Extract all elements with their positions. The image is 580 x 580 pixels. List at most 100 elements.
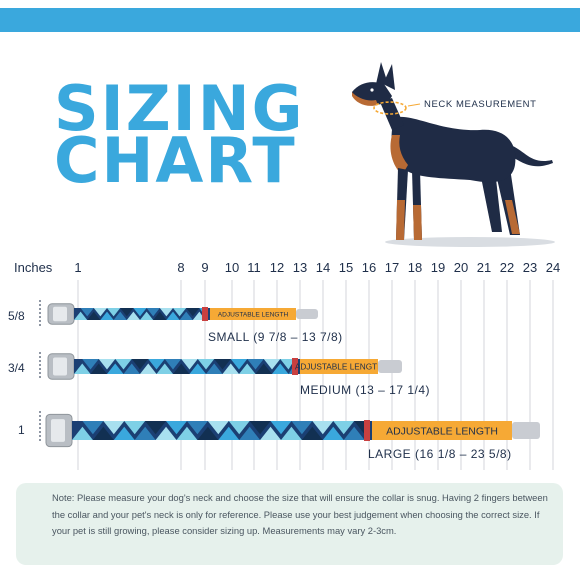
collar-pattern-triangle — [148, 359, 165, 370]
collar-pattern-triangle — [156, 363, 173, 374]
top-banner — [0, 8, 580, 32]
collar-pattern-triangle — [87, 311, 101, 320]
ruler-tick-label: 15 — [338, 260, 354, 275]
collar-pattern-triangle — [93, 308, 107, 317]
collar-pattern-triangle — [131, 359, 149, 370]
collar-pattern-triangle — [247, 359, 264, 370]
collar-pattern-triangle — [113, 426, 135, 440]
ruler-grid: ADJUSTABLE LENGTH ADJUSTABLE LENGTH ADJUST… — [39, 280, 554, 470]
collar-pattern-triangle — [206, 363, 223, 374]
collar-pattern-triangle — [166, 311, 180, 320]
collar-pattern-triangle — [281, 426, 302, 440]
ruler-tick-label: 20 — [453, 260, 469, 275]
adjustable-band — [372, 421, 512, 440]
collar-pattern-triangle — [140, 311, 154, 320]
collar-width-large: 1 — [18, 423, 25, 437]
collar-pattern-triangle — [192, 311, 205, 320]
collar-pattern-triangle — [82, 359, 99, 370]
ruler-tick-label: 18 — [407, 260, 423, 275]
collar-pattern-triangle — [90, 363, 107, 374]
collar-slider — [292, 358, 298, 375]
ruler-tick-label: 23 — [522, 260, 538, 275]
collar-pattern-triangle — [343, 426, 365, 440]
collar-pattern-triangle — [179, 311, 193, 320]
adjustable-band — [300, 359, 378, 374]
collar-pattern-triangle — [291, 421, 313, 435]
collar-width-medium: 3/4 — [8, 361, 25, 375]
collar-pattern-triangle — [124, 421, 146, 435]
collar-pattern-triangle — [270, 421, 292, 435]
adjustable-length-text: ADJUSTABLE LENGTH — [386, 426, 498, 437]
collar-pattern-triangle — [214, 359, 231, 370]
collar-pattern-triangle — [82, 421, 104, 435]
collar-pattern-triangle — [260, 426, 281, 440]
collar-pattern-triangle — [239, 426, 261, 440]
sizing-note: Note: Please measure your dog's neck and… — [16, 483, 563, 565]
collar-pattern-triangle — [263, 359, 281, 370]
collar-pattern-triangle — [322, 426, 344, 440]
collar-pattern-triangle — [120, 308, 134, 317]
collar-buckle-hole — [53, 357, 67, 376]
adjustable-length-text: ADJUSTABLE LENGTH — [295, 363, 383, 372]
collar-pattern-triangle — [354, 421, 365, 435]
collar-pattern-triangle — [230, 359, 248, 370]
collar-pattern-triangle — [146, 308, 160, 317]
collar-pattern-triangle — [228, 421, 250, 435]
inches-label: Inches — [14, 260, 53, 275]
collar-pattern-triangle — [113, 311, 127, 320]
ruler-tick-label: 11 — [247, 260, 261, 275]
collar-pattern-triangle — [272, 363, 289, 374]
collar-pattern-triangle — [133, 308, 147, 317]
title-line-2: CHART — [54, 124, 297, 197]
collar-pattern-triangle — [107, 308, 121, 317]
title-line-1: SIZING — [54, 72, 305, 145]
size-large-label: LARGE (16 1/8 – 23 5/8) — [368, 447, 512, 461]
collar-slider — [202, 307, 208, 321]
size-medium-label: MEDIUM (13 – 17 1/4) — [300, 383, 431, 397]
collar-pattern-triangle — [126, 311, 140, 320]
collar-pattern-triangle — [239, 363, 256, 374]
adjustable-length-text: ADJUSTABLE LENGTH — [218, 311, 289, 318]
ruler-tick-label: 24 — [545, 260, 561, 275]
collar-slider — [364, 420, 370, 441]
collar-pattern-triangle — [173, 308, 187, 317]
ruler-tick-label: 13 — [292, 260, 308, 275]
collar-pattern-triangle — [186, 421, 208, 435]
collar-pattern-triangle — [100, 311, 114, 320]
collar-pattern-triangle — [159, 308, 173, 317]
collar-pattern-triangle — [186, 308, 200, 317]
collar-pattern-triangle — [140, 363, 157, 374]
collar-pattern-triangle — [107, 363, 124, 374]
collar-pattern-triangle — [80, 308, 94, 317]
collar-pattern-triangle — [123, 363, 140, 374]
collar-tip — [296, 309, 318, 319]
ruler-tick-label: 14 — [315, 260, 331, 275]
collar-tip — [512, 422, 540, 439]
ruler-tick-label: 8 — [177, 260, 185, 275]
collar-pattern-triangle — [333, 421, 355, 435]
ruler-tick-label: 22 — [499, 260, 515, 275]
collar-pattern-triangle — [173, 363, 190, 374]
ruler-tick-label: 19 — [430, 260, 446, 275]
collar-pattern-triangle — [74, 311, 88, 320]
collar-pattern-triangle — [166, 421, 187, 435]
collar-pattern-triangle — [134, 426, 156, 440]
collar-pattern-triangle — [103, 421, 125, 435]
collar-tip — [378, 360, 402, 373]
collar-pattern-triangle — [197, 359, 215, 370]
collar-pattern-triangle — [153, 311, 167, 320]
dog-illustration — [352, 62, 555, 247]
collar-pattern-triangle — [301, 426, 323, 440]
neck-measurement-label: NECK MEASUREMENT — [424, 99, 537, 110]
collar-pattern-triangle — [189, 363, 206, 374]
collar-pattern-triangle — [222, 363, 239, 374]
ruler-tick-label: 1 — [74, 260, 82, 275]
collar-pattern-triangle — [218, 426, 240, 440]
collar-pattern-triangle — [72, 426, 93, 440]
ruler-tick-label: 9 — [201, 260, 209, 275]
collar-buckle-hole — [53, 306, 67, 322]
collar-pattern-triangle — [98, 359, 116, 370]
ruler-tick-label: 21 — [476, 260, 492, 275]
collar-pattern-triangle — [145, 421, 167, 435]
collar-pattern-triangle — [255, 363, 272, 374]
